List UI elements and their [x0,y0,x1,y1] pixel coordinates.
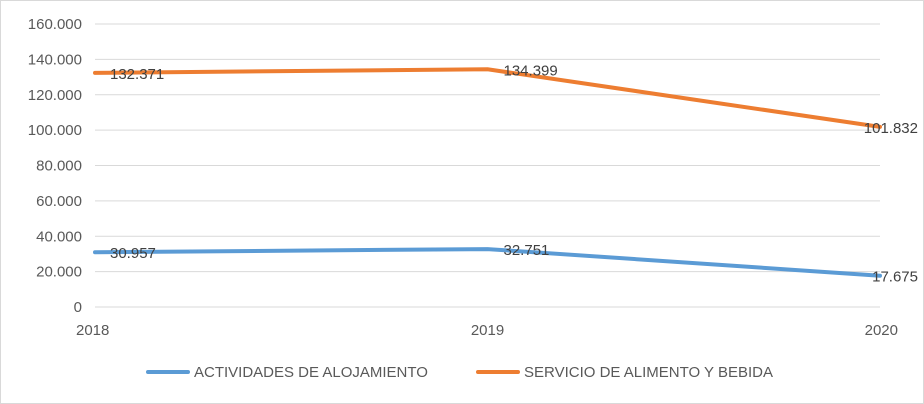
legend: ACTIVIDADES DE ALOJAMIENTO SERVICIO DE AL… [146,364,773,381]
data-label: 17.675 [872,269,918,286]
x-tick-label: 2020 [865,322,898,339]
data-label: 101.832 [864,120,918,137]
y-tick-label: 80.000 [36,158,82,175]
data-label: 132.371 [110,66,164,83]
y-tick-label: 100.000 [28,122,82,139]
data-point [879,126,881,128]
y-tick-label: 40.000 [36,228,82,245]
y-tick-label: 60.000 [36,193,82,210]
data-point [487,248,488,250]
legend-label: SERVICIO DE ALIMENTO Y BEBIDA [524,364,773,381]
x-axis-ticks: 2018 2019 2020 [76,322,898,339]
y-tick-label: 20.000 [36,264,82,281]
series-lines [93,67,882,278]
y-tick-label: 140.000 [28,51,82,68]
data-labels: 30.957 32.751 17.675 132.371 134.399 101.832 [110,62,918,285]
gridlines [95,23,880,308]
data-point [879,275,881,277]
series-line [93,67,882,129]
y-axis-ticks: 0 20.000 40.000 60.000 80.000 100.000 120.000 1… [28,16,82,316]
y-tick-label: 120.000 [28,87,82,104]
legend-label: ACTIVIDADES DE ALOJAMIENTO [194,364,428,381]
data-point [94,72,96,74]
x-tick-label: 2018 [76,322,109,339]
y-tick-label: 0 [74,299,82,316]
y-tick-label: 160.000 [28,16,82,33]
data-label: 30.957 [110,245,156,262]
x-tick-label: 2019 [471,322,504,339]
data-label: 32.751 [504,242,550,259]
data-point [487,68,488,70]
data-point [94,251,96,253]
data-label: 134.399 [504,62,558,79]
